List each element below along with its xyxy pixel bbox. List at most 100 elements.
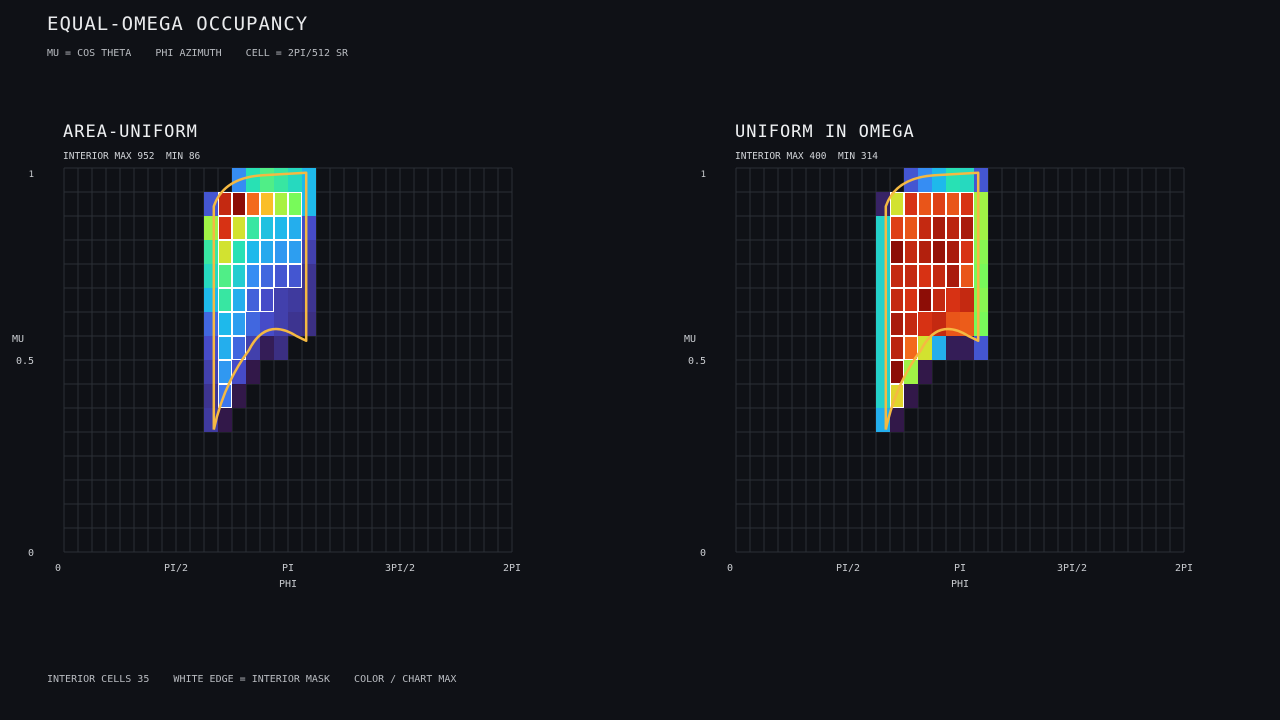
heatmap-cell	[204, 312, 218, 336]
heatmap-cell	[274, 312, 288, 336]
interior-mask-cell	[960, 192, 974, 216]
heatmap-cell	[260, 168, 274, 192]
interior-mask-cell	[246, 288, 260, 312]
heatmap-cell	[274, 264, 288, 288]
x-tick-label: 0	[727, 563, 733, 574]
heatmap-cell	[918, 264, 932, 288]
heatmap-cell	[274, 168, 288, 192]
heatmap-cell	[288, 240, 302, 264]
heatmap-cell	[288, 312, 302, 336]
interior-mask-cell	[218, 312, 232, 336]
heatmap-cell	[876, 264, 890, 288]
footer-legend: INTERIOR CELLS 35 WHITE EDGE = INTERIOR …	[47, 674, 457, 685]
interior-mask	[890, 192, 974, 408]
heatmap-cell	[274, 288, 288, 312]
interior-mask-cell	[246, 264, 260, 288]
x-tick-label: PI	[282, 563, 294, 574]
heatmap-cell	[974, 336, 988, 360]
heatmap-chart: 0 PI/2 PI 3PI/2 2PI 0 0.5 1 PHI MU	[684, 167, 1193, 590]
heatmap-cell	[302, 216, 316, 240]
heatmap-cell	[232, 360, 246, 384]
interior-mask-cell	[274, 216, 288, 240]
interior-mask-cell	[890, 264, 904, 288]
heatmap-cell	[890, 192, 904, 216]
y-tick-label: 0	[700, 548, 706, 559]
heatmap-cell	[932, 192, 946, 216]
interior-mask-cell	[960, 216, 974, 240]
chart-stats: INTERIOR MAX 952 MIN 86	[63, 151, 201, 162]
area-uniform-panel: AREA-UNIFORM INTERIOR MAX 952 MIN 86 0 PI…	[0, 120, 560, 600]
interior-mask-cell	[218, 240, 232, 264]
interior-mask-cell	[274, 240, 288, 264]
heatmap-cell	[204, 336, 218, 360]
heatmap-cell	[260, 264, 274, 288]
heatmap-cell	[960, 168, 974, 192]
heatmap-cell	[946, 336, 960, 360]
y-axis-label: MU	[12, 334, 24, 345]
heatmap-cell	[932, 168, 946, 192]
heatmap-cell	[932, 288, 946, 312]
heatmap-cell	[960, 312, 974, 336]
x-axis-label: PHI	[951, 579, 969, 590]
heatmap-cells	[876, 168, 988, 432]
heatmap-cell	[218, 192, 232, 216]
interior-mask-cell	[890, 240, 904, 264]
interior-mask-cell	[890, 288, 904, 312]
heatmap-cell	[218, 360, 232, 384]
heatmap-cell	[918, 288, 932, 312]
heatmap-cell	[974, 216, 988, 240]
heatmap-cell	[918, 240, 932, 264]
heatmap-cell	[946, 240, 960, 264]
heatmap-cell	[890, 240, 904, 264]
region-outline	[884, 171, 980, 430]
heatmap-cell	[232, 288, 246, 312]
heatmap-cell	[960, 192, 974, 216]
interior-mask-cell	[904, 312, 918, 336]
heatmap-cell	[918, 192, 932, 216]
heatmap-cell	[890, 312, 904, 336]
heatmap-cell	[890, 216, 904, 240]
interior-mask-cell	[946, 240, 960, 264]
heatmap-cell	[218, 336, 232, 360]
interior-mask-cell	[218, 336, 232, 360]
heatmap-cell	[974, 312, 988, 336]
heatmap-cell	[274, 192, 288, 216]
interior-mask-cell	[232, 264, 246, 288]
heatmap-cell	[246, 264, 260, 288]
heatmap-cell	[960, 336, 974, 360]
heatmap-cell	[246, 288, 260, 312]
interior-mask-cell	[890, 384, 904, 408]
heatmap-cell	[288, 192, 302, 216]
heatmap-cell	[946, 312, 960, 336]
interior-mask-cell	[890, 336, 904, 360]
heatmap-cell	[960, 288, 974, 312]
heatmap-cell	[232, 264, 246, 288]
heatmap-cell	[246, 336, 260, 360]
chart-title: AREA-UNIFORM	[63, 122, 198, 142]
heatmap-cell	[932, 264, 946, 288]
interior-mask-cell	[274, 192, 288, 216]
heatmap-cell	[288, 168, 302, 192]
interior-mask-cell	[904, 192, 918, 216]
interior-mask-cell	[246, 216, 260, 240]
x-tick-label: 2PI	[1175, 563, 1193, 574]
heatmap-cell	[932, 336, 946, 360]
heatmap-cell	[204, 240, 218, 264]
interior-mask-cell	[260, 288, 274, 312]
interior-mask-cell	[218, 192, 232, 216]
interior-mask-cell	[218, 288, 232, 312]
interior-mask-cell	[288, 192, 302, 216]
heatmap-cell	[232, 312, 246, 336]
interior-mask-cell	[890, 216, 904, 240]
interior-mask-cell	[232, 216, 246, 240]
interior-mask-cell	[232, 336, 246, 360]
heatmap-cell	[302, 312, 316, 336]
heatmap-cell	[904, 288, 918, 312]
interior-mask-cell	[904, 264, 918, 288]
heatmap-cell	[232, 192, 246, 216]
heatmap-cell	[890, 336, 904, 360]
interior-mask-cell	[918, 288, 932, 312]
heatmap-cell	[890, 264, 904, 288]
heatmap-cell	[204, 216, 218, 240]
heatmap-cell	[218, 288, 232, 312]
